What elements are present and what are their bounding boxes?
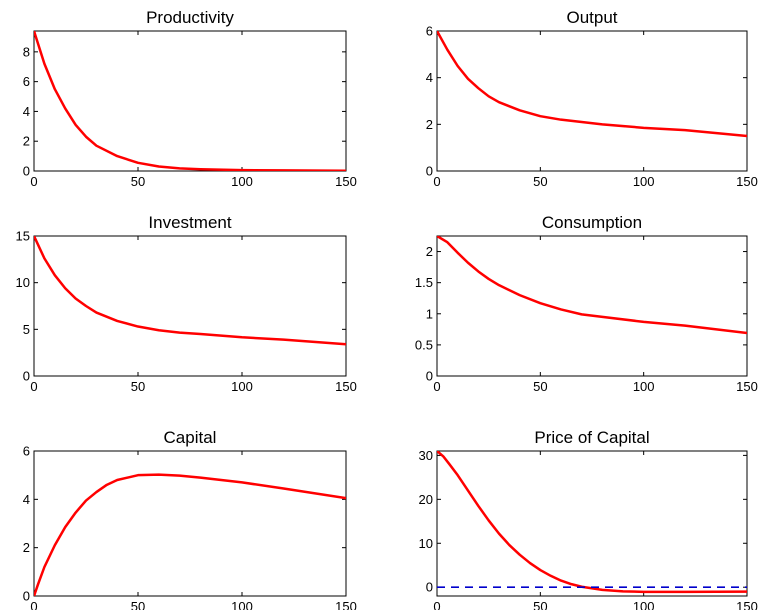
x-tick-label: 0	[433, 599, 440, 610]
x-tick-label: 150	[736, 599, 758, 610]
panel-2: Output 0 50 100 150 0 2 4 6	[426, 8, 758, 189]
series-line	[437, 31, 747, 138]
series-line	[34, 31, 346, 171]
x-tick-label: 50	[131, 174, 145, 189]
axes-box	[33, 450, 347, 597]
y-tick-label: 10	[16, 275, 30, 290]
x-tick-label: 150	[335, 174, 357, 189]
axes-box	[436, 30, 748, 172]
y-tick-label: 10	[419, 536, 433, 551]
y-tick-label: 0	[23, 369, 30, 384]
x-tick-label: 150	[736, 174, 758, 189]
chart-title: Investment	[148, 213, 231, 232]
y-tick-label: 2	[23, 134, 30, 149]
y-tick-label: 15	[16, 229, 30, 244]
x-tick-label: 50	[533, 379, 547, 394]
y-tick-label: 2	[23, 540, 30, 555]
y-tick-label: 20	[419, 492, 433, 507]
y-tick-label: 6	[23, 74, 30, 89]
y-tick-label: 4	[23, 492, 30, 507]
y-tick-label: 30	[419, 448, 433, 463]
x-tick-label: 150	[335, 379, 357, 394]
x-tick-label: 50	[533, 174, 547, 189]
y-tick-label: 4	[23, 104, 30, 119]
panel-6: Price of Capital 0 50 100 150 0 10 20 30	[419, 428, 758, 610]
axes-box	[33, 30, 347, 172]
series-line	[34, 236, 346, 346]
y-tick-label: 2	[426, 117, 433, 132]
y-tick-label: 8	[23, 44, 30, 59]
axes-box	[436, 235, 748, 377]
y-tick-label: 4	[426, 70, 433, 85]
x-tick-label: 0	[433, 174, 440, 189]
y-tick-label: 0	[426, 580, 433, 595]
axes-box	[33, 235, 347, 377]
chart-title: Productivity	[146, 8, 234, 27]
x-tick-label: 0	[30, 379, 37, 394]
series-line	[34, 473, 346, 596]
y-tick-label: 5	[23, 322, 30, 337]
panel-3: Investment 0 50 100 150 0 5 10 15	[16, 213, 357, 394]
panel-5: Capital 0 50 100 150 0 2 4 6	[23, 428, 357, 610]
x-tick-label: 50	[533, 599, 547, 610]
x-tick-label: 0	[30, 174, 37, 189]
x-tick-label: 150	[335, 599, 357, 610]
chart-title: Consumption	[542, 213, 642, 232]
x-tick-label: 100	[231, 379, 253, 394]
chart-title: Price of Capital	[534, 428, 649, 447]
series-line	[437, 236, 747, 335]
series-line	[437, 451, 747, 594]
panel-4: Consumption 0 50 100 150 0 0.5 1 1.5 2	[415, 213, 758, 394]
chart-title: Output	[566, 8, 617, 27]
y-tick-label: 0	[426, 164, 433, 179]
y-tick-label: 6	[23, 444, 30, 459]
x-tick-label: 50	[131, 379, 145, 394]
x-tick-label: 100	[633, 174, 655, 189]
panel-1: Productivity 0 50 100 150 0 2 4 6 8	[23, 8, 357, 189]
y-tick-label: 1	[426, 306, 433, 321]
x-tick-label: 150	[736, 379, 758, 394]
y-tick-label: 0	[426, 369, 433, 384]
x-tick-label: 100	[231, 599, 253, 610]
x-tick-label: 100	[633, 599, 655, 610]
y-tick-label: 6	[426, 24, 433, 39]
y-tick-label: 0.5	[415, 337, 433, 352]
y-tick-label: 0	[23, 589, 30, 604]
chart-title: Capital	[164, 428, 217, 447]
y-tick-label: 1.5	[415, 275, 433, 290]
y-tick-label: 2	[426, 244, 433, 259]
x-tick-label: 100	[633, 379, 655, 394]
x-tick-label: 100	[231, 174, 253, 189]
x-tick-label: 0	[433, 379, 440, 394]
y-tick-label: 0	[23, 164, 30, 179]
axes-box	[436, 450, 748, 597]
x-tick-label: 0	[30, 599, 37, 610]
x-tick-label: 50	[131, 599, 145, 610]
